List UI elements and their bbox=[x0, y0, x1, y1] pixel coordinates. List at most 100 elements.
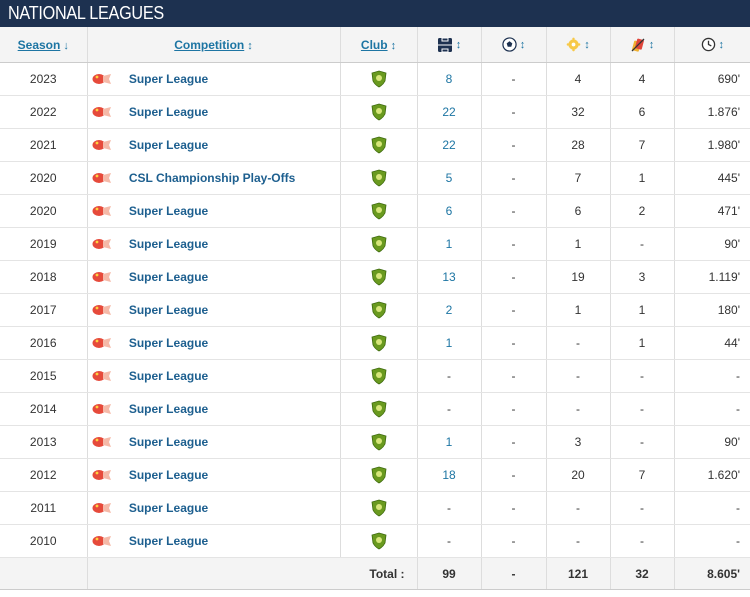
sort-icon[interactable]: ↕ bbox=[584, 38, 590, 51]
club-badge-icon[interactable] bbox=[371, 466, 387, 484]
club-badge-icon[interactable] bbox=[371, 301, 387, 319]
sort-icon[interactable]: ↕ bbox=[648, 38, 655, 51]
sort-icon[interactable]: ↕ bbox=[718, 38, 725, 51]
club-badge-icon[interactable] bbox=[371, 103, 387, 121]
goals-cell: - bbox=[480, 161, 546, 195]
substitutions-column-header[interactable]: ↕ bbox=[609, 27, 674, 63]
competition-link[interactable]: Super League bbox=[128, 71, 209, 86]
assist-icon[interactable] bbox=[566, 37, 581, 52]
club-badge-icon[interactable] bbox=[371, 400, 387, 418]
competition-link[interactable]: Super League bbox=[128, 236, 209, 251]
table-row: 2021 Super League 22 - 28 7 1.980' bbox=[0, 128, 750, 162]
football-icon[interactable] bbox=[502, 37, 517, 52]
club-sort-link[interactable]: Club bbox=[360, 37, 388, 52]
substitutions-value: - bbox=[640, 501, 644, 515]
pitch-icon[interactable] bbox=[437, 37, 453, 53]
competition-link[interactable]: CSL Championship Play-Offs bbox=[128, 170, 296, 185]
table-row: 2016 Super League 1 - - 1 44' bbox=[0, 326, 750, 360]
competition-link[interactable]: Super League bbox=[128, 368, 209, 383]
season-value: 2019 bbox=[29, 237, 57, 251]
table-header-row: Season ↓ Competition ↕ Club ↕ ↕ bbox=[0, 27, 750, 63]
clock-icon[interactable] bbox=[701, 37, 716, 52]
table-row: 2018 Super League 13 - 19 3 1.119' bbox=[0, 260, 750, 294]
club-badge-icon[interactable] bbox=[371, 169, 387, 187]
season-cell: 2015 bbox=[0, 359, 87, 393]
competition-link[interactable]: Super League bbox=[128, 137, 209, 152]
assists-cell: 7 bbox=[545, 161, 610, 195]
season-value: 2016 bbox=[29, 336, 57, 350]
appearances-value[interactable]: 8 bbox=[445, 72, 453, 86]
appearances-value[interactable]: 18 bbox=[442, 468, 456, 482]
club-badge-icon[interactable] bbox=[371, 499, 387, 517]
competition-column-header[interactable]: Competition ↕ bbox=[86, 27, 340, 63]
season-value: 2015 bbox=[29, 369, 57, 383]
competition-link[interactable]: Super League bbox=[128, 335, 209, 350]
substitution-icon[interactable] bbox=[630, 37, 646, 53]
assists-value: - bbox=[576, 336, 580, 350]
club-badge-icon[interactable] bbox=[371, 532, 387, 550]
competition-link[interactable]: Super League bbox=[128, 434, 209, 449]
goals-cell: - bbox=[480, 458, 546, 492]
club-badge-icon[interactable] bbox=[371, 268, 387, 286]
substitutions-value: - bbox=[640, 534, 644, 548]
minutes-column-header[interactable]: ↕ bbox=[673, 27, 750, 63]
appearances-value[interactable]: 13 bbox=[442, 270, 456, 284]
table-row: 2012 Super League 18 - 20 7 1.620' bbox=[0, 458, 750, 492]
sort-down-icon[interactable]: ↓ bbox=[63, 39, 69, 52]
appearances-value[interactable]: 1 bbox=[445, 435, 453, 449]
minutes-value: 690' bbox=[717, 72, 740, 86]
appearances-column-header[interactable]: ↕ bbox=[416, 27, 481, 63]
goals-column-header[interactable]: ↕ bbox=[480, 27, 546, 63]
assists-value: 6 bbox=[574, 204, 582, 218]
substitutions-value: - bbox=[640, 369, 644, 383]
appearances-value[interactable]: 22 bbox=[442, 138, 456, 152]
sort-icon[interactable]: ↕ bbox=[247, 39, 253, 52]
season-sort-link[interactable]: Season bbox=[17, 37, 61, 52]
competition-link[interactable]: Super League bbox=[128, 500, 209, 515]
club-badge-icon[interactable] bbox=[371, 334, 387, 352]
club-badge-icon[interactable] bbox=[371, 433, 387, 451]
club-column-header[interactable]: Club ↕ bbox=[339, 27, 417, 63]
competition-link[interactable]: Super League bbox=[128, 203, 209, 218]
table-row: 2020 CSL Championship Play-Offs 5 - 7 1 … bbox=[0, 161, 750, 195]
substitutions-value: - bbox=[640, 237, 644, 251]
club-badge-icon[interactable] bbox=[371, 70, 387, 88]
season-column-header[interactable]: Season ↓ bbox=[0, 27, 87, 63]
sort-icon[interactable]: ↕ bbox=[519, 38, 526, 51]
appearances-value[interactable]: 1 bbox=[445, 237, 453, 251]
season-cell: 2019 bbox=[0, 227, 87, 261]
competition-link[interactable]: Super League bbox=[128, 533, 209, 548]
club-badge-icon[interactable] bbox=[371, 367, 387, 385]
china-flag-icon bbox=[92, 371, 111, 382]
appearances-value[interactable]: 1 bbox=[445, 336, 453, 350]
appearances-value: - bbox=[447, 534, 451, 548]
minutes-value: 44' bbox=[724, 336, 740, 350]
appearances-value[interactable]: 5 bbox=[445, 171, 453, 185]
appearances-value[interactable]: 2 bbox=[445, 303, 453, 317]
competition-cell: Super League bbox=[86, 491, 340, 525]
competition-link[interactable]: Super League bbox=[128, 401, 209, 416]
appearances-value[interactable]: 22 bbox=[442, 105, 456, 119]
competition-link[interactable]: Super League bbox=[128, 269, 209, 284]
substitutions-cell: 1 bbox=[609, 161, 674, 195]
sort-icon[interactable]: ↕ bbox=[390, 39, 397, 52]
minutes-cell: 180' bbox=[673, 293, 750, 327]
club-badge-icon[interactable] bbox=[371, 136, 387, 154]
club-badge-icon[interactable] bbox=[371, 202, 387, 220]
club-cell bbox=[339, 392, 417, 426]
competition-link[interactable]: Super League bbox=[128, 104, 209, 119]
competition-link[interactable]: Super League bbox=[128, 302, 209, 317]
competition-link[interactable]: Super League bbox=[128, 467, 209, 482]
club-badge-icon[interactable] bbox=[371, 235, 387, 253]
competition-sort-link[interactable]: Competition bbox=[174, 37, 245, 52]
minutes-cell: 1.620' bbox=[673, 458, 750, 492]
assists-column-header[interactable]: ↕ bbox=[545, 27, 610, 63]
club-cell bbox=[339, 425, 417, 459]
table-row: 2013 Super League 1 - 3 - 90' bbox=[0, 425, 750, 459]
stats-table: Season ↓ Competition ↕ Club ↕ ↕ bbox=[0, 27, 750, 590]
table-row: 2011 Super League - - - - - bbox=[0, 491, 750, 525]
goals-value: - bbox=[511, 72, 516, 86]
sort-icon[interactable]: ↕ bbox=[455, 38, 462, 51]
appearances-value[interactable]: 6 bbox=[445, 204, 453, 218]
goals-cell: - bbox=[480, 359, 546, 393]
